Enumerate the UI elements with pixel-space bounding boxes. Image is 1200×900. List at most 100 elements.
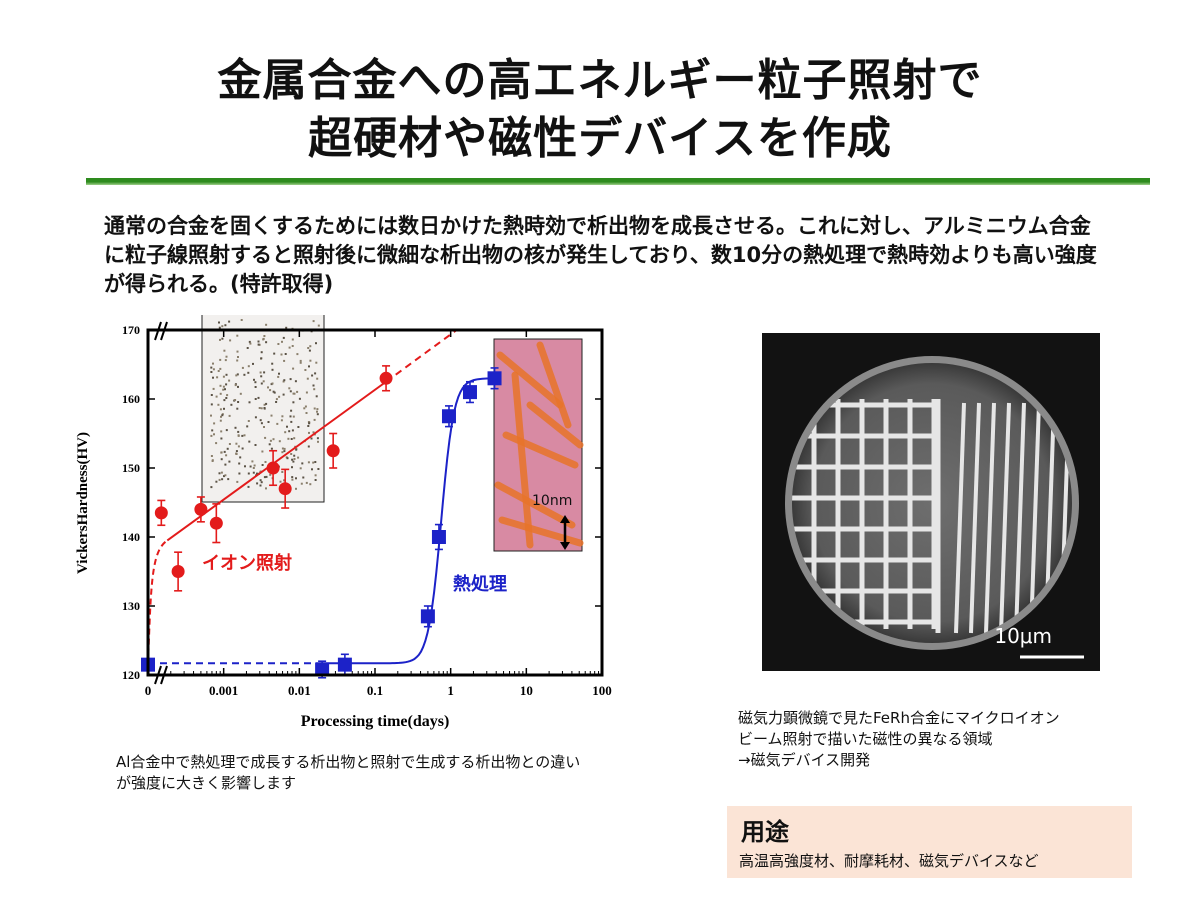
atom-dot <box>309 483 312 486</box>
atom-dot <box>312 461 315 464</box>
atom-dot <box>241 447 244 450</box>
atom-dot <box>295 448 298 451</box>
atom-dot <box>281 451 284 454</box>
atom-dot <box>314 474 317 477</box>
atom-dot <box>275 398 278 401</box>
precipitate-streak <box>526 401 584 449</box>
axis-break-bottom <box>154 665 168 685</box>
atom-dot <box>254 398 257 400</box>
atom-dot <box>210 366 213 369</box>
atom-dot <box>263 407 266 410</box>
atom-dot <box>212 376 214 379</box>
atom-dot <box>229 339 232 342</box>
atom-dot <box>304 405 307 408</box>
atom-dot <box>210 371 213 373</box>
atom-dot <box>224 463 227 466</box>
trend-heat-sigmoid <box>322 377 498 665</box>
atom-dot <box>272 390 275 393</box>
atom-dot <box>309 345 312 348</box>
atom-dot <box>264 461 267 463</box>
atom-dot <box>303 407 306 410</box>
atom-dot <box>246 347 249 349</box>
atom-dot <box>278 395 281 398</box>
atom-dot <box>291 478 294 481</box>
atom-dot <box>234 399 237 401</box>
atom-dot <box>217 370 220 372</box>
atom-dot <box>306 377 309 380</box>
precipitate-streak <box>536 341 572 429</box>
y-tick-label: 140 <box>122 530 140 544</box>
atom-dot <box>225 373 228 376</box>
atom-dot <box>257 396 260 399</box>
atom-dot <box>220 471 223 474</box>
atom-dot <box>297 456 300 459</box>
data-point-ion <box>154 506 168 520</box>
atom-dot <box>290 438 293 440</box>
atom-dot <box>291 466 293 469</box>
atom-dot <box>281 415 284 418</box>
stripe-line <box>1014 402 1026 634</box>
y-tick-label: 130 <box>122 599 140 613</box>
atom-dot <box>263 476 266 479</box>
atom-dot <box>236 480 239 483</box>
atom-dot <box>315 342 317 345</box>
atom-dot <box>299 361 302 364</box>
atom-dot <box>313 407 316 410</box>
atom-dot <box>254 381 257 384</box>
data-point-ion <box>326 444 340 458</box>
inset-atom-map <box>201 315 325 503</box>
atom-dot <box>260 375 263 378</box>
atom-dot <box>314 461 317 463</box>
data-point-ion <box>379 371 393 385</box>
atom-dot <box>261 464 264 466</box>
atom-dot <box>240 319 243 321</box>
atom-dot <box>243 434 246 437</box>
atom-dot <box>316 413 319 416</box>
atom-dot <box>315 395 318 398</box>
atom-dot <box>219 367 222 370</box>
atom-dot <box>291 476 294 479</box>
atom-dot <box>260 407 263 410</box>
atom-dot <box>289 390 292 393</box>
inset-tem-image: 10nm <box>493 338 584 552</box>
atom-dot <box>304 369 307 371</box>
atom-dot <box>305 412 308 414</box>
atom-dot <box>312 384 315 387</box>
x-tick-label: 100 <box>592 683 612 698</box>
atom-dot <box>265 402 268 405</box>
atom-dot <box>269 439 272 442</box>
atom-dot <box>234 426 237 429</box>
atom-dot <box>223 450 226 453</box>
data-point-heat <box>420 609 435 624</box>
stripe-line <box>999 402 1011 634</box>
micrograph-scale-label: 10μm <box>994 624 1052 648</box>
atom-dot <box>220 451 223 454</box>
atom-dot <box>286 425 288 428</box>
atom-dot <box>265 475 268 478</box>
data-point-ion <box>194 502 208 516</box>
atom-dot <box>212 368 215 371</box>
atom-dot <box>244 465 246 468</box>
atom-dot <box>236 334 239 337</box>
usage-body: 高温高強度材、耐摩耗材、磁気デバイスなど <box>739 852 1039 870</box>
atom-dot <box>252 471 255 474</box>
atom-dot <box>305 481 308 484</box>
atom-dot <box>286 457 289 460</box>
atom-dot <box>312 320 315 323</box>
atom-dot <box>313 388 316 391</box>
atom-dot <box>315 361 318 364</box>
atom-dot <box>280 353 283 356</box>
atom-dot <box>259 479 262 482</box>
atom-dot <box>263 371 266 374</box>
atom-dot <box>254 444 257 446</box>
atom-dot <box>293 454 296 457</box>
atom-dot <box>219 358 222 361</box>
atom-dot <box>235 442 238 445</box>
atom-dot <box>283 359 286 362</box>
atom-dot <box>239 456 242 459</box>
atom-dot <box>224 388 226 391</box>
inset-tem-frame <box>493 338 583 552</box>
title-divider <box>86 178 1150 185</box>
atom-dot <box>316 437 319 440</box>
atom-dot <box>248 440 251 443</box>
